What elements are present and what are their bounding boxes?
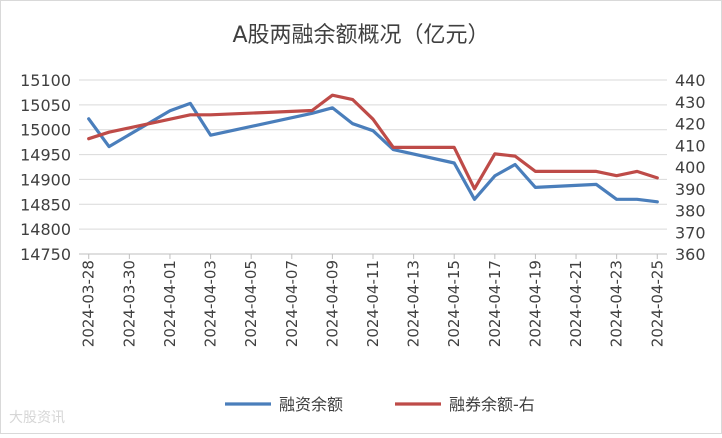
left-tick-label: 15050 <box>20 96 71 115</box>
left-tick-label: 14900 <box>20 170 71 189</box>
x-tick-label: 2024-03-30 <box>120 260 138 347</box>
series-line-right <box>87 93 659 191</box>
x-axis: 2024-03-28 2024-03-30 2024-04-01 2024-04-03… <box>80 254 666 347</box>
x-tick-label: 2024-04-13 <box>405 260 423 347</box>
right-tick-label: 390 <box>675 180 706 199</box>
left-tick-label: 14950 <box>20 146 71 165</box>
x-tick-label: 2024-03-28 <box>80 260 98 347</box>
right-tick-label: 360 <box>675 245 706 264</box>
right-tick-label: 430 <box>675 93 706 112</box>
left-tick-label: 15000 <box>20 121 71 140</box>
x-tick-label: 2024-04-17 <box>486 260 504 347</box>
x-tick-label: 2024-04-15 <box>445 260 463 347</box>
series-layer <box>87 93 659 204</box>
right-axis: 360 370 380 390 400 410 420 430 440 <box>675 71 706 264</box>
x-tick-label: 2024-04-09 <box>323 260 341 347</box>
x-tick-label: 2024-04-25 <box>648 260 666 347</box>
right-tick-label: 370 <box>675 223 706 242</box>
right-tick-label: 410 <box>675 136 706 155</box>
right-tick-label: 400 <box>675 158 706 177</box>
left-tick-label: 14750 <box>20 245 71 264</box>
legend-label: 融资余额 <box>279 395 343 414</box>
grid-lines <box>79 79 667 255</box>
series-line-left <box>87 101 659 204</box>
x-tick-label: 2024-04-01 <box>161 260 179 347</box>
x-tick-label: 2024-04-21 <box>567 260 585 347</box>
left-tick-label: 15100 <box>20 71 71 90</box>
right-tick-label: 380 <box>675 202 706 221</box>
left-tick-label: 14800 <box>20 220 71 239</box>
x-tick-label: 2024-04-05 <box>242 260 260 347</box>
left-tick-label: 14850 <box>20 195 71 214</box>
chart-title: A股两融余额概况（亿元） <box>232 23 489 48</box>
right-tick-label: 440 <box>675 71 706 90</box>
legend-label: 融券余额-右 <box>449 395 535 414</box>
x-tick-label: 2024-04-19 <box>526 260 544 347</box>
x-tick-label: 2024-04-03 <box>202 260 220 347</box>
x-tick-label: 2024-04-11 <box>364 260 382 347</box>
legend: 融资余额 融券余额-右 <box>225 395 535 414</box>
left-axis: 14750 14800 14850 14900 14950 15000 15050 15100 <box>20 71 71 264</box>
x-tick-label: 2024-04-07 <box>283 260 301 347</box>
right-tick-label: 420 <box>675 115 706 134</box>
watermark: 大股资讯 <box>9 410 65 426</box>
x-tick-label: 2024-04-23 <box>608 260 626 347</box>
